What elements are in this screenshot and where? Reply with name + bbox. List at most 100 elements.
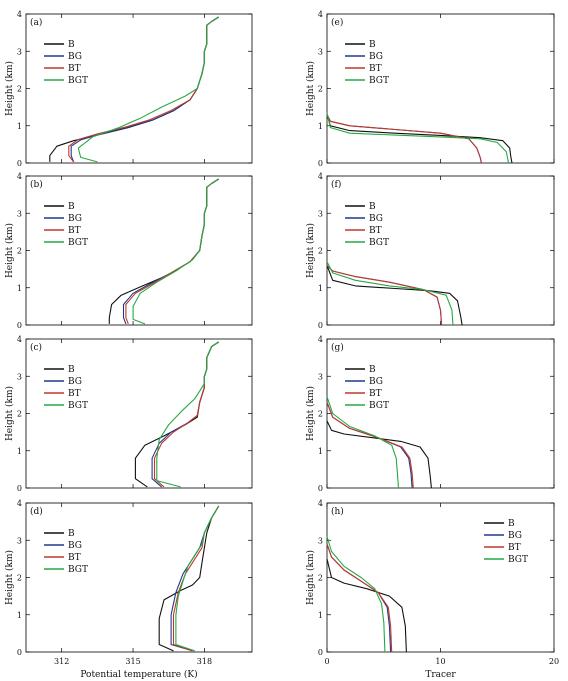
series-line-bg	[122, 178, 219, 325]
legend-label: BG	[68, 52, 82, 62]
legend-label: BG	[508, 531, 522, 541]
panel-label: (a)	[30, 17, 42, 28]
legend-label: BT	[68, 553, 81, 563]
series-line-bgt	[326, 261, 454, 326]
series-line-b	[326, 420, 432, 489]
plot-frame	[25, 13, 253, 164]
y-tick-label: 1	[17, 122, 22, 131]
legend-label: BGT	[369, 238, 389, 248]
panel-label: (g)	[331, 342, 344, 353]
legend-label: BGT	[369, 401, 389, 411]
x-axis-title: Tracer	[425, 670, 456, 680]
chart-panel: 0 1 2 3 4 312 315 318 Height (km) Potential tempe…	[4, 499, 253, 680]
y-axis-title: Height (km)	[305, 61, 316, 116]
y-axis-title: Height (km)	[4, 223, 15, 278]
y-tick-label: 2	[318, 247, 323, 256]
series-line-bg	[151, 341, 219, 488]
legend-label: B	[508, 519, 515, 529]
y-axis-title: Height (km)	[305, 223, 316, 278]
y-tick-label: 1	[17, 447, 22, 456]
plot-frame	[326, 13, 555, 164]
plot-frame	[326, 338, 555, 489]
plot-frame	[25, 502, 253, 653]
chart-panel: 0 1 2 3 4 Height (km) (b) B BG BT BGT	[4, 172, 253, 330]
y-tick-label: 3	[17, 209, 22, 218]
series-line-bg	[326, 402, 413, 489]
panel-label: (c)	[30, 342, 42, 353]
legend-label: B	[68, 529, 75, 539]
legend-label: B	[369, 40, 376, 50]
y-tick-label: 0	[318, 321, 323, 330]
series-line-bt	[326, 402, 414, 489]
series-line-bt	[153, 341, 219, 488]
legend-label: BG	[369, 214, 383, 224]
y-tick-label: 1	[17, 284, 22, 293]
y-tick-label: 0	[17, 484, 22, 493]
y-tick-label: 2	[17, 574, 22, 583]
y-tick-label: 1	[318, 284, 323, 293]
series-line-b	[49, 16, 219, 162]
legend-label: BG	[68, 377, 82, 387]
chart-panel: 0 1 2 3 4 Height (km) (e) B BG BT BGT	[305, 10, 555, 168]
y-tick-label: 4	[318, 335, 323, 344]
panel-label: (f)	[331, 179, 341, 190]
x-tick-label: 318	[197, 657, 212, 666]
y-tick-label: 4	[318, 499, 323, 508]
y-tick-label: 4	[17, 335, 22, 344]
series-line-b	[326, 558, 407, 653]
series-line-bg	[326, 114, 482, 164]
legend-label: BGT	[68, 238, 88, 248]
legend-label: B	[369, 202, 376, 212]
series-line-bgt	[132, 178, 219, 325]
y-tick-label: 0	[17, 321, 22, 330]
y-tick-label: 2	[17, 247, 22, 256]
y-tick-label: 4	[318, 172, 323, 181]
series-line-bgt	[156, 341, 219, 488]
legend-label: BT	[68, 226, 81, 236]
y-tick-label: 1	[318, 122, 323, 131]
legend-label: BT	[508, 543, 521, 553]
panel-label: (h)	[331, 506, 344, 517]
legend-label: BT	[68, 389, 81, 399]
y-tick-label: 2	[17, 85, 22, 94]
y-tick-label: 2	[318, 410, 323, 419]
panel-label: (e)	[331, 17, 343, 28]
y-axis-title: Height (km)	[4, 550, 15, 605]
series-line-bg	[170, 505, 220, 652]
x-axis-title: Potential temperature (K)	[80, 669, 197, 680]
legend-label: B	[68, 365, 75, 375]
legend-label: B	[68, 202, 75, 212]
legend-label: BT	[68, 64, 81, 74]
y-tick-label: 4	[17, 10, 22, 19]
chart-panel: 0 1 2 3 4 Height (km) (a) B BG BT BGT	[4, 10, 253, 168]
panel-label: (b)	[30, 179, 43, 190]
y-tick-label: 4	[17, 499, 22, 508]
legend-label: BGT	[68, 565, 88, 575]
y-tick-label: 1	[318, 611, 323, 620]
legend-label: BG	[369, 52, 383, 62]
y-tick-label: 0	[17, 648, 22, 657]
series-line-bt	[125, 178, 219, 325]
y-tick-label: 2	[318, 574, 323, 583]
legend-label: BT	[369, 389, 382, 399]
y-tick-label: 3	[17, 536, 22, 545]
legend-label: BG	[369, 377, 383, 387]
chart-panel: 0 1 2 3 4 Height (km) (g) B BG BT BGT	[305, 335, 555, 493]
series-line-bt	[326, 543, 393, 653]
y-axis-title: Height (km)	[305, 550, 316, 605]
y-axis-title: Height (km)	[4, 61, 15, 116]
series-line-bgt	[77, 16, 219, 163]
y-tick-label: 1	[17, 611, 22, 620]
x-tick-label: 315	[125, 657, 140, 666]
y-tick-label: 3	[318, 536, 323, 545]
plot-frame	[326, 175, 555, 326]
plot-frame	[25, 175, 253, 326]
y-tick-label: 2	[17, 410, 22, 419]
x-tick-label: 20	[549, 657, 559, 666]
y-axis-title: Height (km)	[305, 386, 316, 441]
legend-label: BGT	[369, 76, 389, 86]
y-tick-label: 1	[318, 447, 323, 456]
y-tick-label: 3	[318, 209, 323, 218]
y-tick-label: 2	[318, 85, 323, 94]
